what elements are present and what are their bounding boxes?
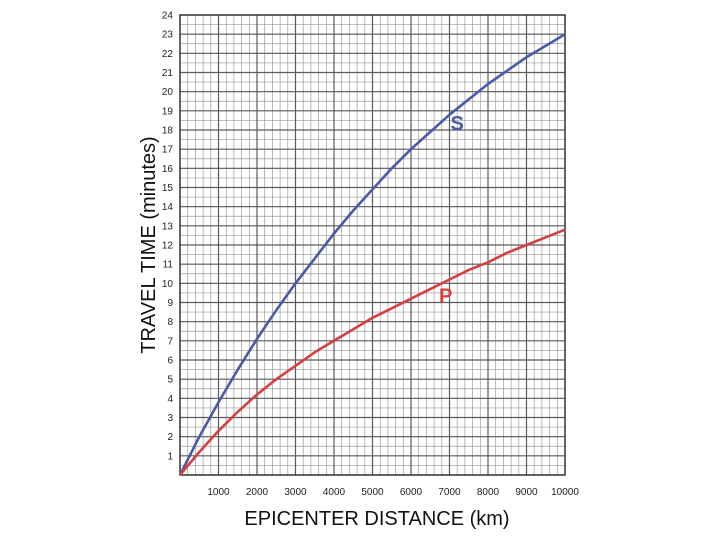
- y-tick-label: 3: [167, 413, 173, 424]
- y-tick-label: 9: [167, 298, 173, 309]
- y-tick-label: 5: [167, 375, 173, 386]
- y-tick-label: 2: [167, 432, 173, 443]
- x-tick-label: 3000: [284, 487, 307, 498]
- x-axis-title: EPICENTER DISTANCE (km): [244, 508, 509, 530]
- series-label-s: S: [451, 113, 464, 135]
- y-tick-label: 7: [167, 336, 173, 347]
- y-tick-label: 22: [162, 49, 174, 60]
- x-tick-label: 1000: [207, 487, 230, 498]
- x-tick-label: 4000: [323, 487, 346, 498]
- x-tick-label: 6000: [400, 487, 423, 498]
- y-tick-label: 4: [167, 394, 173, 405]
- y-tick-label: 24: [162, 11, 174, 22]
- y-tick-label: 21: [162, 68, 174, 79]
- x-tick-label: 7000: [438, 487, 461, 498]
- y-tick-label: 15: [162, 183, 174, 194]
- series-lines: [178, 33, 566, 476]
- y-tick-label: 19: [162, 106, 174, 117]
- y-axis-title: TRAVEL TIME (minutes): [138, 136, 160, 353]
- x-tick-label: 2000: [246, 487, 269, 498]
- x-tick-label: 5000: [361, 487, 384, 498]
- y-tick-label: 8: [167, 317, 173, 328]
- y-tick-label: 16: [162, 164, 174, 175]
- x-tick-labels: 1000 2000 3000 4000 5000 6000 7000 8000 9000 1000…: [207, 487, 579, 498]
- series-line-s: [178, 33, 566, 476]
- x-tick-label: 8000: [477, 487, 500, 498]
- y-tick-label: 6: [167, 356, 173, 367]
- y-tick-label: 1: [167, 451, 173, 462]
- major-grid: [179, 14, 566, 476]
- y-tick-label: 20: [162, 87, 174, 98]
- series-line-p: [179, 228, 566, 476]
- x-tick-label: 9000: [515, 487, 538, 498]
- y-tick-label: 12: [162, 241, 174, 252]
- y-tick-label: 10: [162, 279, 174, 290]
- y-tick-label: 13: [162, 221, 174, 232]
- series-label-p: P: [439, 286, 452, 308]
- x-tick-label: 10000: [551, 487, 579, 498]
- y-tick-label: 11: [163, 260, 174, 271]
- y-tick-label: 18: [162, 126, 174, 137]
- plot-frame: [179, 14, 566, 476]
- y-tick-label: 14: [162, 202, 174, 213]
- y-tick-label: 17: [162, 145, 174, 156]
- series-labels: SP: [439, 113, 464, 308]
- y-tick-label: 23: [162, 30, 174, 41]
